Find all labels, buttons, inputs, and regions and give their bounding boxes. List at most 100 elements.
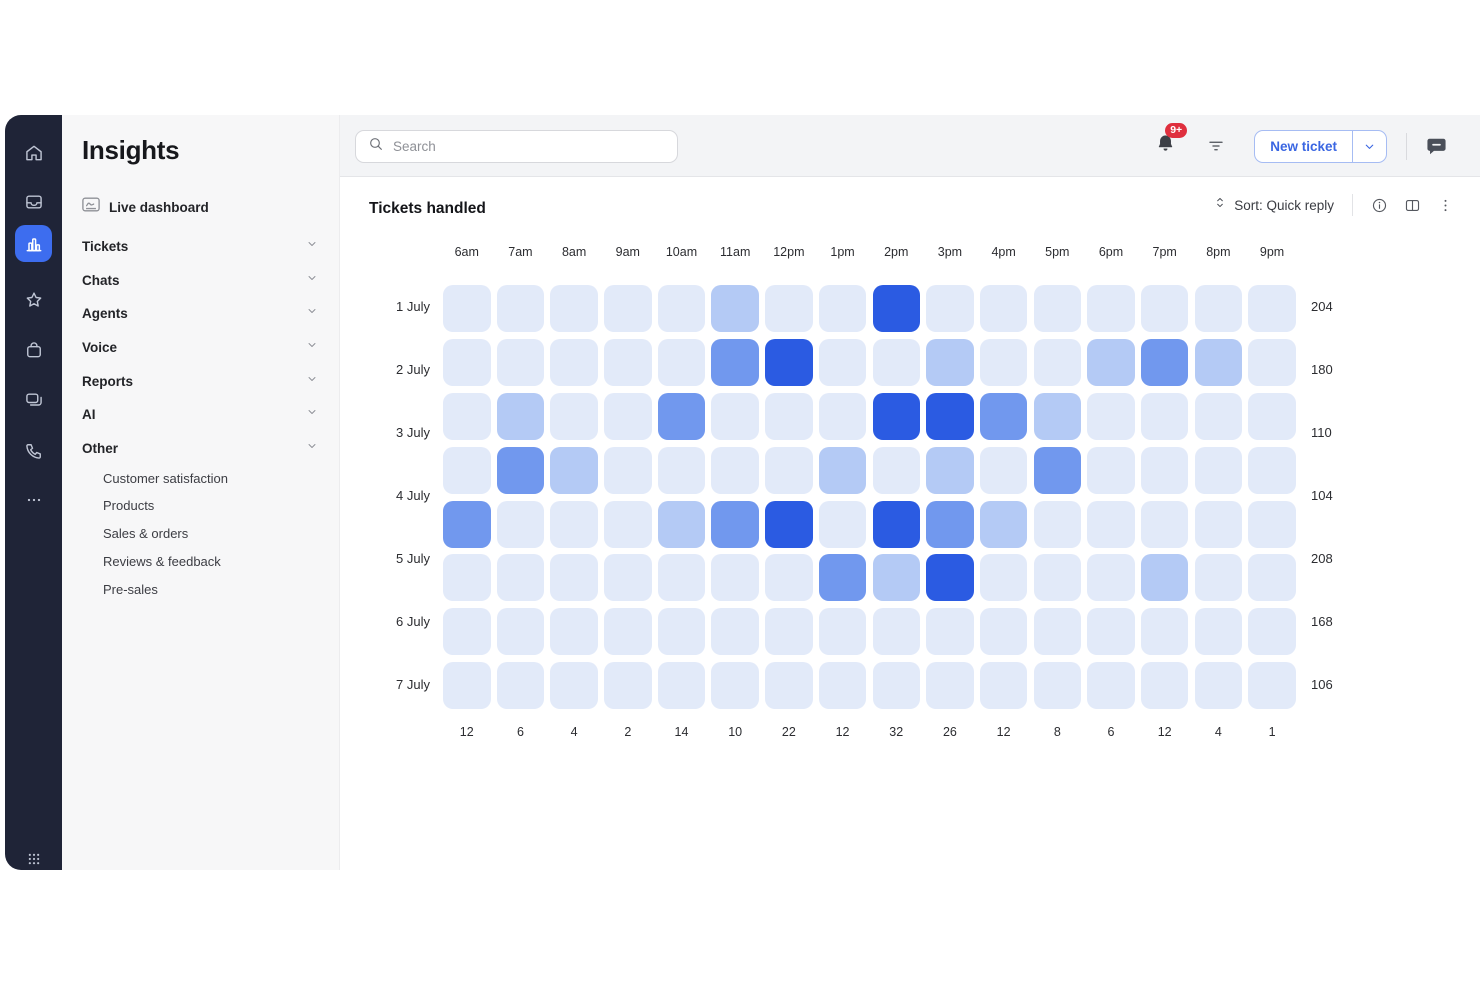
heatmap-cell[interactable] bbox=[550, 392, 598, 440]
heatmap-cell[interactable] bbox=[818, 392, 867, 440]
heatmap-cell[interactable] bbox=[604, 554, 652, 602]
heatmap-cell[interactable] bbox=[1140, 285, 1189, 332]
heatmap-cell[interactable] bbox=[1087, 554, 1135, 602]
heatmap-cell[interactable] bbox=[765, 338, 813, 386]
heatmap-cell[interactable] bbox=[657, 285, 706, 332]
chat-icon[interactable] bbox=[1426, 137, 1447, 156]
heatmap-cell[interactable] bbox=[979, 554, 1028, 602]
heatmap-cell[interactable] bbox=[818, 608, 867, 656]
heatmap-cell[interactable] bbox=[765, 608, 813, 656]
sidebar-item-chats[interactable]: Chats bbox=[62, 268, 340, 292]
heatmap-cell[interactable] bbox=[818, 446, 867, 494]
heatmap-cell[interactable] bbox=[711, 608, 759, 656]
heatmap-cell[interactable] bbox=[765, 285, 813, 332]
heatmap-cell[interactable] bbox=[496, 662, 545, 710]
heatmap-cell[interactable] bbox=[1140, 338, 1189, 386]
columns-icon[interactable] bbox=[1404, 197, 1421, 214]
heatmap-cell[interactable] bbox=[1087, 662, 1135, 710]
heatmap-cell[interactable] bbox=[1140, 608, 1189, 656]
heatmap-cell[interactable] bbox=[550, 608, 598, 656]
heatmap-cell[interactable] bbox=[657, 392, 706, 440]
heatmap-cell[interactable] bbox=[818, 338, 867, 386]
heatmap-cell[interactable] bbox=[1248, 554, 1296, 602]
heatmap-cell[interactable] bbox=[1140, 392, 1189, 440]
home-icon[interactable] bbox=[5, 135, 62, 171]
heatmap-cell[interactable] bbox=[604, 392, 652, 440]
new-ticket-dropdown[interactable] bbox=[1352, 130, 1386, 162]
heatmap-cell[interactable] bbox=[711, 446, 759, 494]
inbox-icon[interactable] bbox=[5, 184, 62, 220]
heatmap-cell[interactable] bbox=[1248, 392, 1296, 440]
heatmap-cell[interactable] bbox=[604, 608, 652, 656]
heatmap-cell[interactable] bbox=[818, 554, 867, 602]
heatmap-cell[interactable] bbox=[926, 446, 974, 494]
heatmap-cell[interactable] bbox=[711, 338, 759, 386]
heatmap-cell[interactable] bbox=[1140, 662, 1189, 710]
search-box[interactable] bbox=[355, 130, 678, 163]
heatmap-cell[interactable] bbox=[657, 338, 706, 386]
heatmap-cell[interactable] bbox=[765, 554, 813, 602]
heatmap-cell[interactable] bbox=[604, 285, 652, 332]
heatmap-cell[interactable] bbox=[1248, 285, 1296, 332]
filter-icon[interactable] bbox=[1206, 137, 1226, 155]
heatmap-cell[interactable] bbox=[443, 554, 491, 602]
sidebar-item-live-dashboard[interactable]: Live dashboard bbox=[82, 197, 209, 217]
heatmap-cell[interactable] bbox=[872, 446, 920, 494]
heatmap-cell[interactable] bbox=[443, 500, 491, 548]
heatmap-cell[interactable] bbox=[1248, 446, 1296, 494]
heatmap-cell[interactable] bbox=[1033, 608, 1082, 656]
heatmap-cell[interactable] bbox=[1194, 662, 1243, 710]
sidebar-item-products[interactable]: Products bbox=[103, 497, 155, 513]
heatmap-cell[interactable] bbox=[872, 554, 920, 602]
heatmap-cell[interactable] bbox=[1033, 554, 1082, 602]
heatmap-cell[interactable] bbox=[872, 338, 920, 386]
insights-icon[interactable] bbox=[15, 225, 52, 262]
heatmap-cell[interactable] bbox=[1033, 392, 1082, 440]
heatmap-cell[interactable] bbox=[711, 554, 759, 602]
heatmap-cell[interactable] bbox=[872, 662, 920, 710]
sidebar-item-tickets[interactable]: Tickets bbox=[62, 234, 340, 258]
orders-icon[interactable] bbox=[5, 332, 62, 368]
info-icon[interactable] bbox=[1371, 197, 1388, 214]
heatmap-cell[interactable] bbox=[1140, 554, 1189, 602]
voice-icon[interactable] bbox=[5, 433, 62, 469]
heatmap-cell[interactable] bbox=[979, 338, 1028, 386]
heatmap-cell[interactable] bbox=[1087, 500, 1135, 548]
heatmap-cell[interactable] bbox=[443, 285, 491, 332]
heatmap-cell[interactable] bbox=[926, 392, 974, 440]
heatmap-cell[interactable] bbox=[1033, 662, 1082, 710]
new-ticket-button[interactable]: New ticket bbox=[1254, 129, 1387, 163]
sidebar-item-customer-satisfaction[interactable]: Customer satisfaction bbox=[103, 470, 228, 486]
chats-icon[interactable] bbox=[5, 382, 62, 418]
heatmap-cell[interactable] bbox=[496, 392, 545, 440]
heatmap-cell[interactable] bbox=[926, 608, 974, 656]
heatmap-cell[interactable] bbox=[657, 608, 706, 656]
heatmap-cell[interactable] bbox=[1194, 338, 1243, 386]
sidebar-item-pre-sales[interactable]: Pre-sales bbox=[103, 581, 158, 597]
heatmap-cell[interactable] bbox=[872, 608, 920, 656]
heatmap-cell[interactable] bbox=[1087, 392, 1135, 440]
heatmap-cell[interactable] bbox=[1248, 338, 1296, 386]
sidebar-item-sales-orders[interactable]: Sales & orders bbox=[103, 525, 189, 541]
apps-icon[interactable] bbox=[5, 841, 62, 877]
heatmap-cell[interactable] bbox=[765, 500, 813, 548]
heatmap-cell[interactable] bbox=[926, 285, 974, 332]
heatmap-cell[interactable] bbox=[1194, 285, 1243, 332]
heatmap-cell[interactable] bbox=[496, 608, 545, 656]
heatmap-cell[interactable] bbox=[818, 285, 867, 332]
notifications-button[interactable]: 9+ bbox=[1155, 123, 1188, 159]
heatmap-cell[interactable] bbox=[872, 285, 920, 332]
heatmap-cell[interactable] bbox=[979, 446, 1028, 494]
heatmap-cell[interactable] bbox=[496, 285, 545, 332]
heatmap-cell[interactable] bbox=[1087, 338, 1135, 386]
heatmap-cell[interactable] bbox=[1248, 608, 1296, 656]
heatmap-cell[interactable] bbox=[1248, 662, 1296, 710]
heatmap-cell[interactable] bbox=[604, 500, 652, 548]
heatmap-cell[interactable] bbox=[550, 338, 598, 386]
heatmap-cell[interactable] bbox=[926, 338, 974, 386]
heatmap-cell[interactable] bbox=[1140, 500, 1189, 548]
heatmap-cell[interactable] bbox=[550, 446, 598, 494]
heatmap-cell[interactable] bbox=[979, 285, 1028, 332]
heatmap-cell[interactable] bbox=[496, 446, 545, 494]
heatmap-cell[interactable] bbox=[979, 662, 1028, 710]
